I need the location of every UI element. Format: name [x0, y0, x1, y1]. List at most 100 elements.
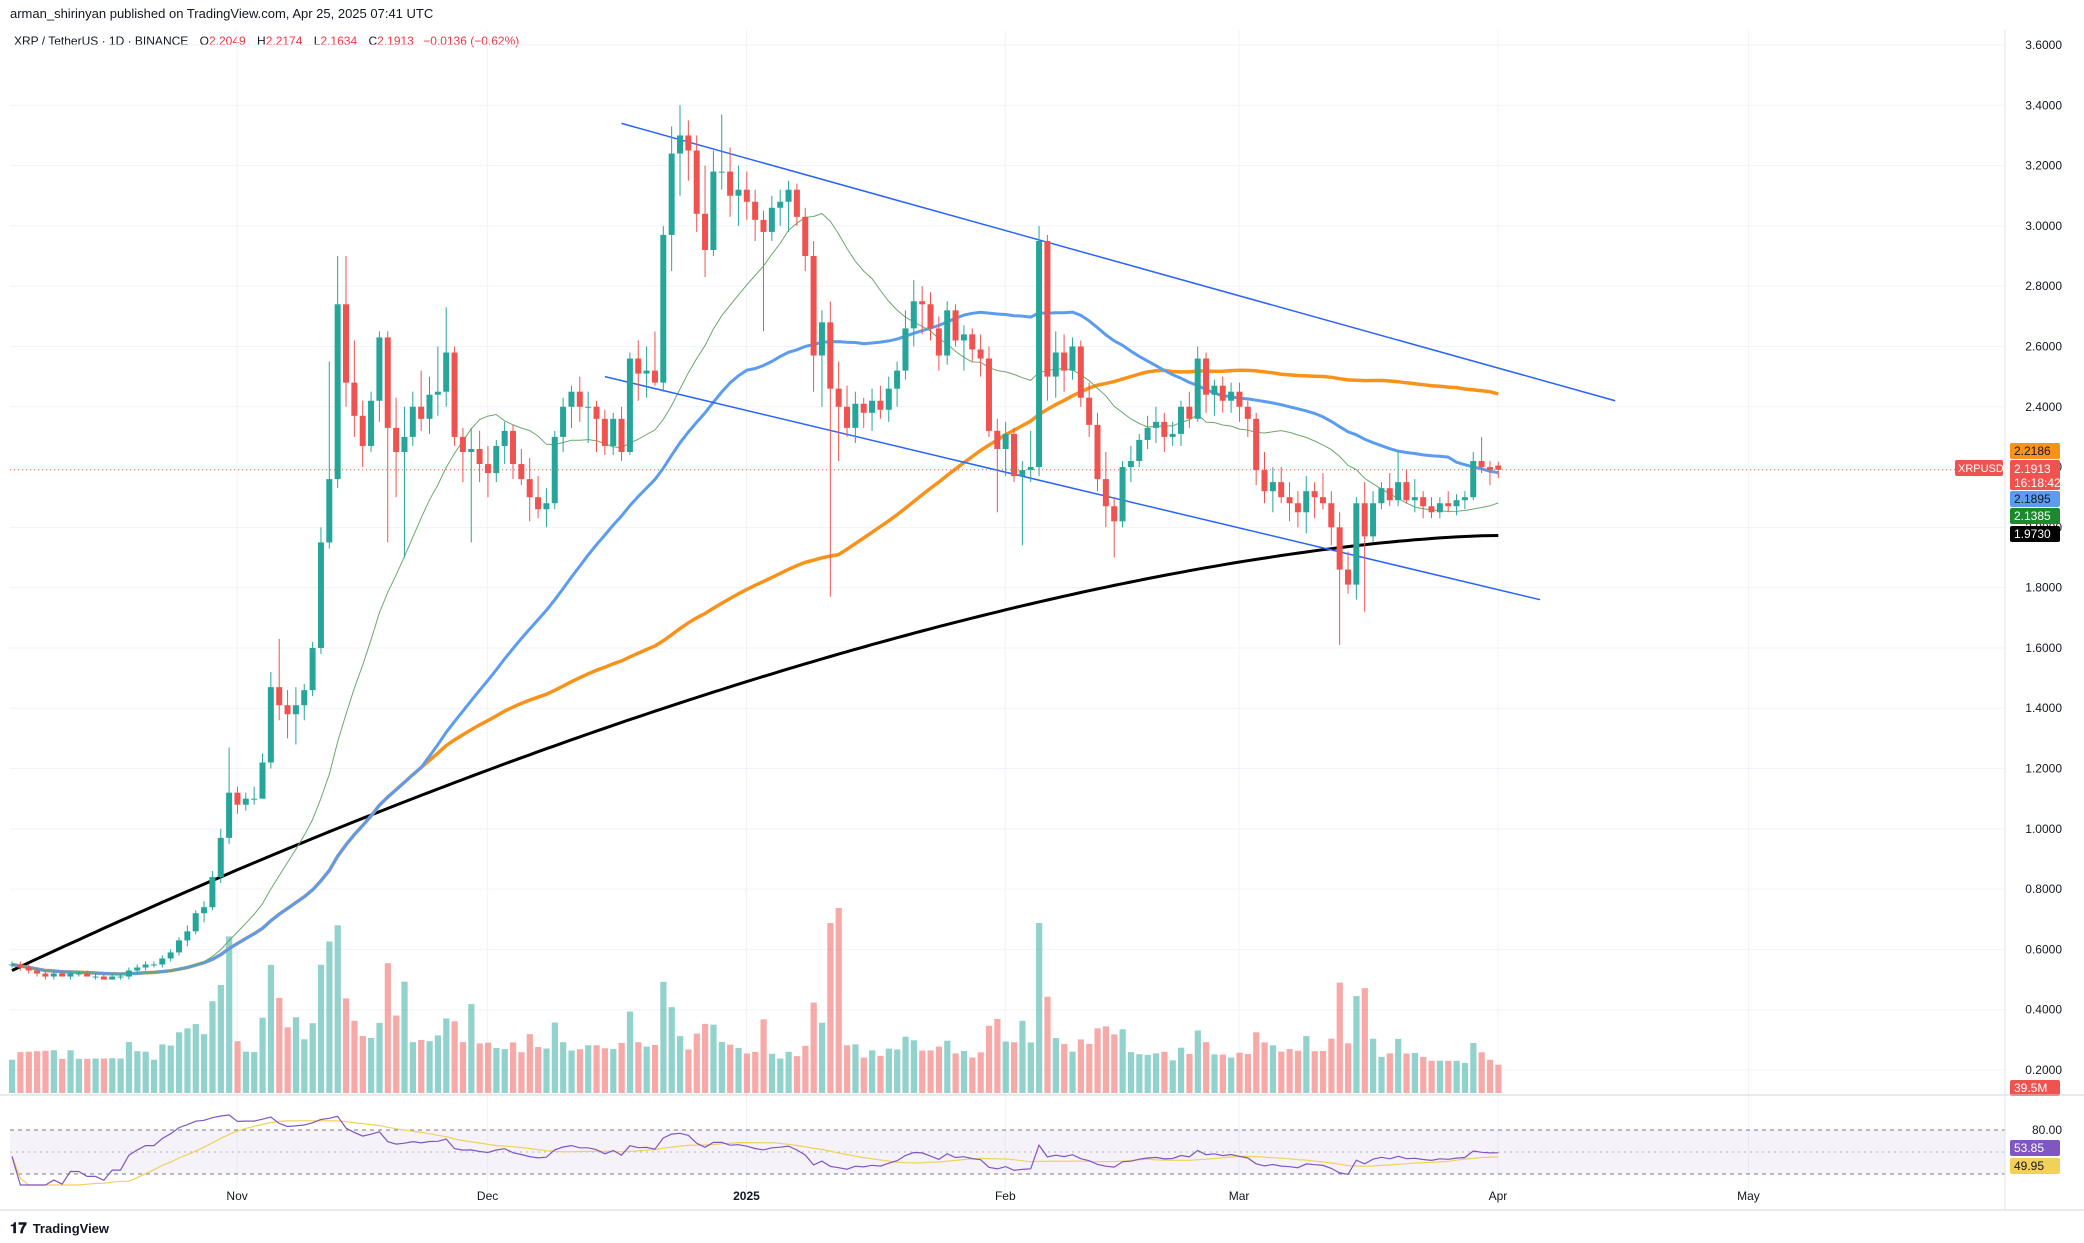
volume-bar: [309, 1023, 316, 1093]
price-tick-label: 1.6000: [2025, 641, 2062, 655]
price-tick-label: 0.4000: [2025, 1003, 2062, 1017]
candle-body: [977, 349, 984, 359]
volume-bar: [1094, 1028, 1101, 1093]
volume-bar: [434, 1035, 442, 1093]
candle-body: [409, 406, 416, 437]
volume-bar: [844, 1045, 851, 1093]
candle-body: [1470, 461, 1477, 498]
volume-bar: [217, 985, 224, 1093]
candle-body: [844, 406, 850, 428]
volume-bar: [426, 1041, 433, 1093]
candle: [184, 925, 191, 947]
candle-body: [92, 976, 99, 978]
candle: [1411, 479, 1418, 513]
candle-body: [1127, 461, 1134, 468]
candle-body: [735, 189, 742, 196]
candle: [568, 385, 575, 428]
volume-bar: [125, 1042, 133, 1093]
volume-bar: [1461, 1062, 1469, 1093]
price-tick-label: 1.0000: [2025, 822, 2062, 836]
candle-body: [1411, 497, 1418, 501]
volume-bar: [727, 1044, 734, 1093]
volume-bar: [977, 1052, 984, 1093]
volume-bar: [117, 1058, 124, 1093]
volume-bar: [150, 1059, 158, 1093]
candle: [109, 973, 116, 980]
volume-bar: [927, 1050, 934, 1093]
candle-body: [59, 973, 66, 977]
sma200-line: [11, 534, 1499, 972]
volume-bar: [1069, 1051, 1076, 1093]
volume-bar: [1178, 1047, 1185, 1093]
volume-bar: [693, 1033, 700, 1093]
volume-bar: [1395, 1038, 1402, 1093]
candle-body: [1203, 358, 1210, 395]
candle-body: [459, 436, 466, 452]
candle-body: [1211, 385, 1218, 395]
candle: [935, 316, 942, 371]
volume-bar: [301, 1039, 308, 1093]
volume-bar: [443, 1018, 450, 1093]
candle: [134, 964, 141, 974]
volume-bar: [34, 1051, 41, 1093]
volume-bar: [409, 1042, 416, 1093]
candle: [25, 964, 32, 974]
candle: [1061, 334, 1068, 392]
time-tick-label: 2025: [733, 1189, 760, 1203]
candle: [409, 391, 416, 446]
candle: [1461, 491, 1468, 510]
candle-body: [585, 406, 592, 408]
candle-body: [292, 705, 299, 715]
candle-body: [326, 479, 333, 543]
candle-body: [1311, 491, 1318, 498]
volume-bar: [1194, 1030, 1201, 1093]
candle-body: [685, 135, 692, 151]
candle-body: [142, 964, 149, 968]
sma200-tag-bg: [2010, 526, 2060, 542]
rsi-line: [11, 1114, 1499, 1186]
candle: [59, 970, 66, 977]
time-tick-label: Feb: [995, 1189, 1016, 1203]
price-tick-label: 3.4000: [2025, 98, 2062, 112]
candle-body: [1303, 491, 1310, 513]
volume-bar: [42, 1050, 49, 1093]
candle-body: [1336, 527, 1343, 570]
candle-body: [601, 418, 608, 446]
volume-bar: [668, 1007, 675, 1093]
candle-body: [835, 388, 842, 407]
candle: [1219, 376, 1226, 413]
volume-bar: [393, 1015, 400, 1093]
volume-bar: [551, 1022, 558, 1093]
volume-bar: [226, 936, 233, 1093]
volume-bar: [1386, 1053, 1393, 1093]
volume-bar: [9, 1059, 16, 1093]
rsi-pane: 80.00: [10, 1114, 2062, 1186]
volume-bar: [192, 1024, 199, 1093]
candle: [985, 346, 992, 437]
price-tick-label: 2.6000: [2025, 339, 2062, 353]
candle-body: [167, 952, 174, 959]
candle: [1403, 470, 1410, 504]
volume-bar: [142, 1051, 149, 1093]
volume-bar: [1077, 1039, 1084, 1093]
candle: [977, 334, 984, 377]
candle: [1278, 467, 1285, 504]
candle-body: [418, 406, 425, 419]
candle-body: [768, 207, 775, 232]
candle: [418, 370, 425, 431]
rsi-ma-tag: 49.95: [2010, 1158, 2060, 1174]
time-tick-label: May: [1737, 1189, 1760, 1203]
candle-body: [576, 391, 583, 407]
candle: [768, 195, 775, 241]
candle-body: [869, 400, 876, 413]
candle: [952, 304, 959, 347]
candle: [810, 240, 817, 392]
candle-body: [209, 877, 216, 908]
volume-bar: [626, 1011, 634, 1093]
candle-body: [317, 542, 324, 648]
candle: [259, 753, 266, 799]
volume-bar: [818, 1022, 826, 1093]
candle-body: [234, 792, 241, 805]
candle: [276, 638, 283, 721]
